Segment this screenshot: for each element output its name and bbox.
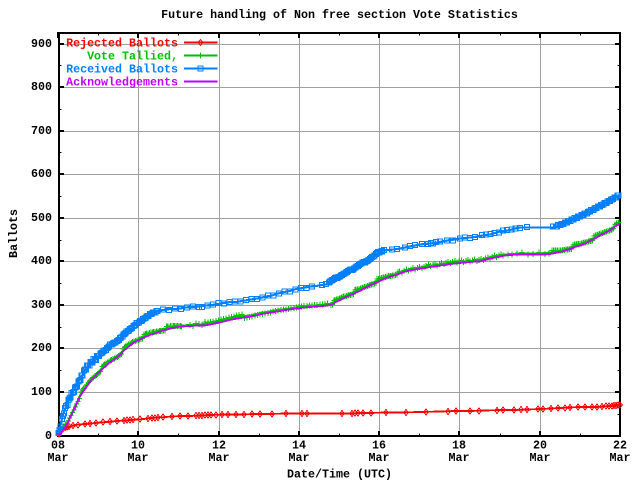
svg-text:100: 100 (31, 385, 52, 399)
svg-text:16: 16 (372, 439, 386, 453)
svg-text:12: 12 (212, 439, 226, 453)
svg-text:300: 300 (31, 298, 52, 312)
svg-text:10: 10 (131, 439, 145, 453)
svg-text:900: 900 (31, 37, 52, 51)
svg-text:20: 20 (533, 439, 547, 453)
svg-text:18: 18 (452, 439, 466, 453)
svg-text:Mar: Mar (289, 451, 310, 465)
svg-text:600: 600 (31, 167, 52, 181)
svg-text:Ballots: Ballots (7, 209, 21, 258)
svg-text:Mar: Mar (449, 451, 470, 465)
svg-text:Rejected Ballots: Rejected Ballots (66, 37, 178, 51)
svg-text:14: 14 (292, 439, 306, 453)
svg-text:Mar: Mar (610, 451, 631, 465)
svg-text:400: 400 (31, 254, 52, 268)
svg-text:0: 0 (45, 429, 52, 443)
svg-text:Mar: Mar (209, 451, 230, 465)
svg-text:500: 500 (31, 211, 52, 225)
svg-text:200: 200 (31, 341, 52, 355)
svg-text:Mar: Mar (530, 451, 551, 465)
svg-text:22: 22 (613, 439, 627, 453)
svg-text:08: 08 (51, 439, 65, 453)
svg-text:Received Ballots: Received Ballots (66, 63, 178, 77)
svg-text:Vote Tallied,: Vote Tallied, (87, 50, 178, 64)
svg-text:Mar: Mar (369, 451, 390, 465)
svg-text:Future handling of Non free se: Future handling of Non free section Vote… (161, 8, 518, 22)
svg-text:800: 800 (31, 80, 52, 94)
svg-text:Mar: Mar (128, 451, 149, 465)
svg-text:700: 700 (31, 124, 52, 138)
svg-text:Date/Time (UTC): Date/Time (UTC) (287, 468, 392, 480)
svg-text:Mar: Mar (48, 451, 69, 465)
svg-text:Acknowledgements: Acknowledgements (66, 76, 178, 90)
